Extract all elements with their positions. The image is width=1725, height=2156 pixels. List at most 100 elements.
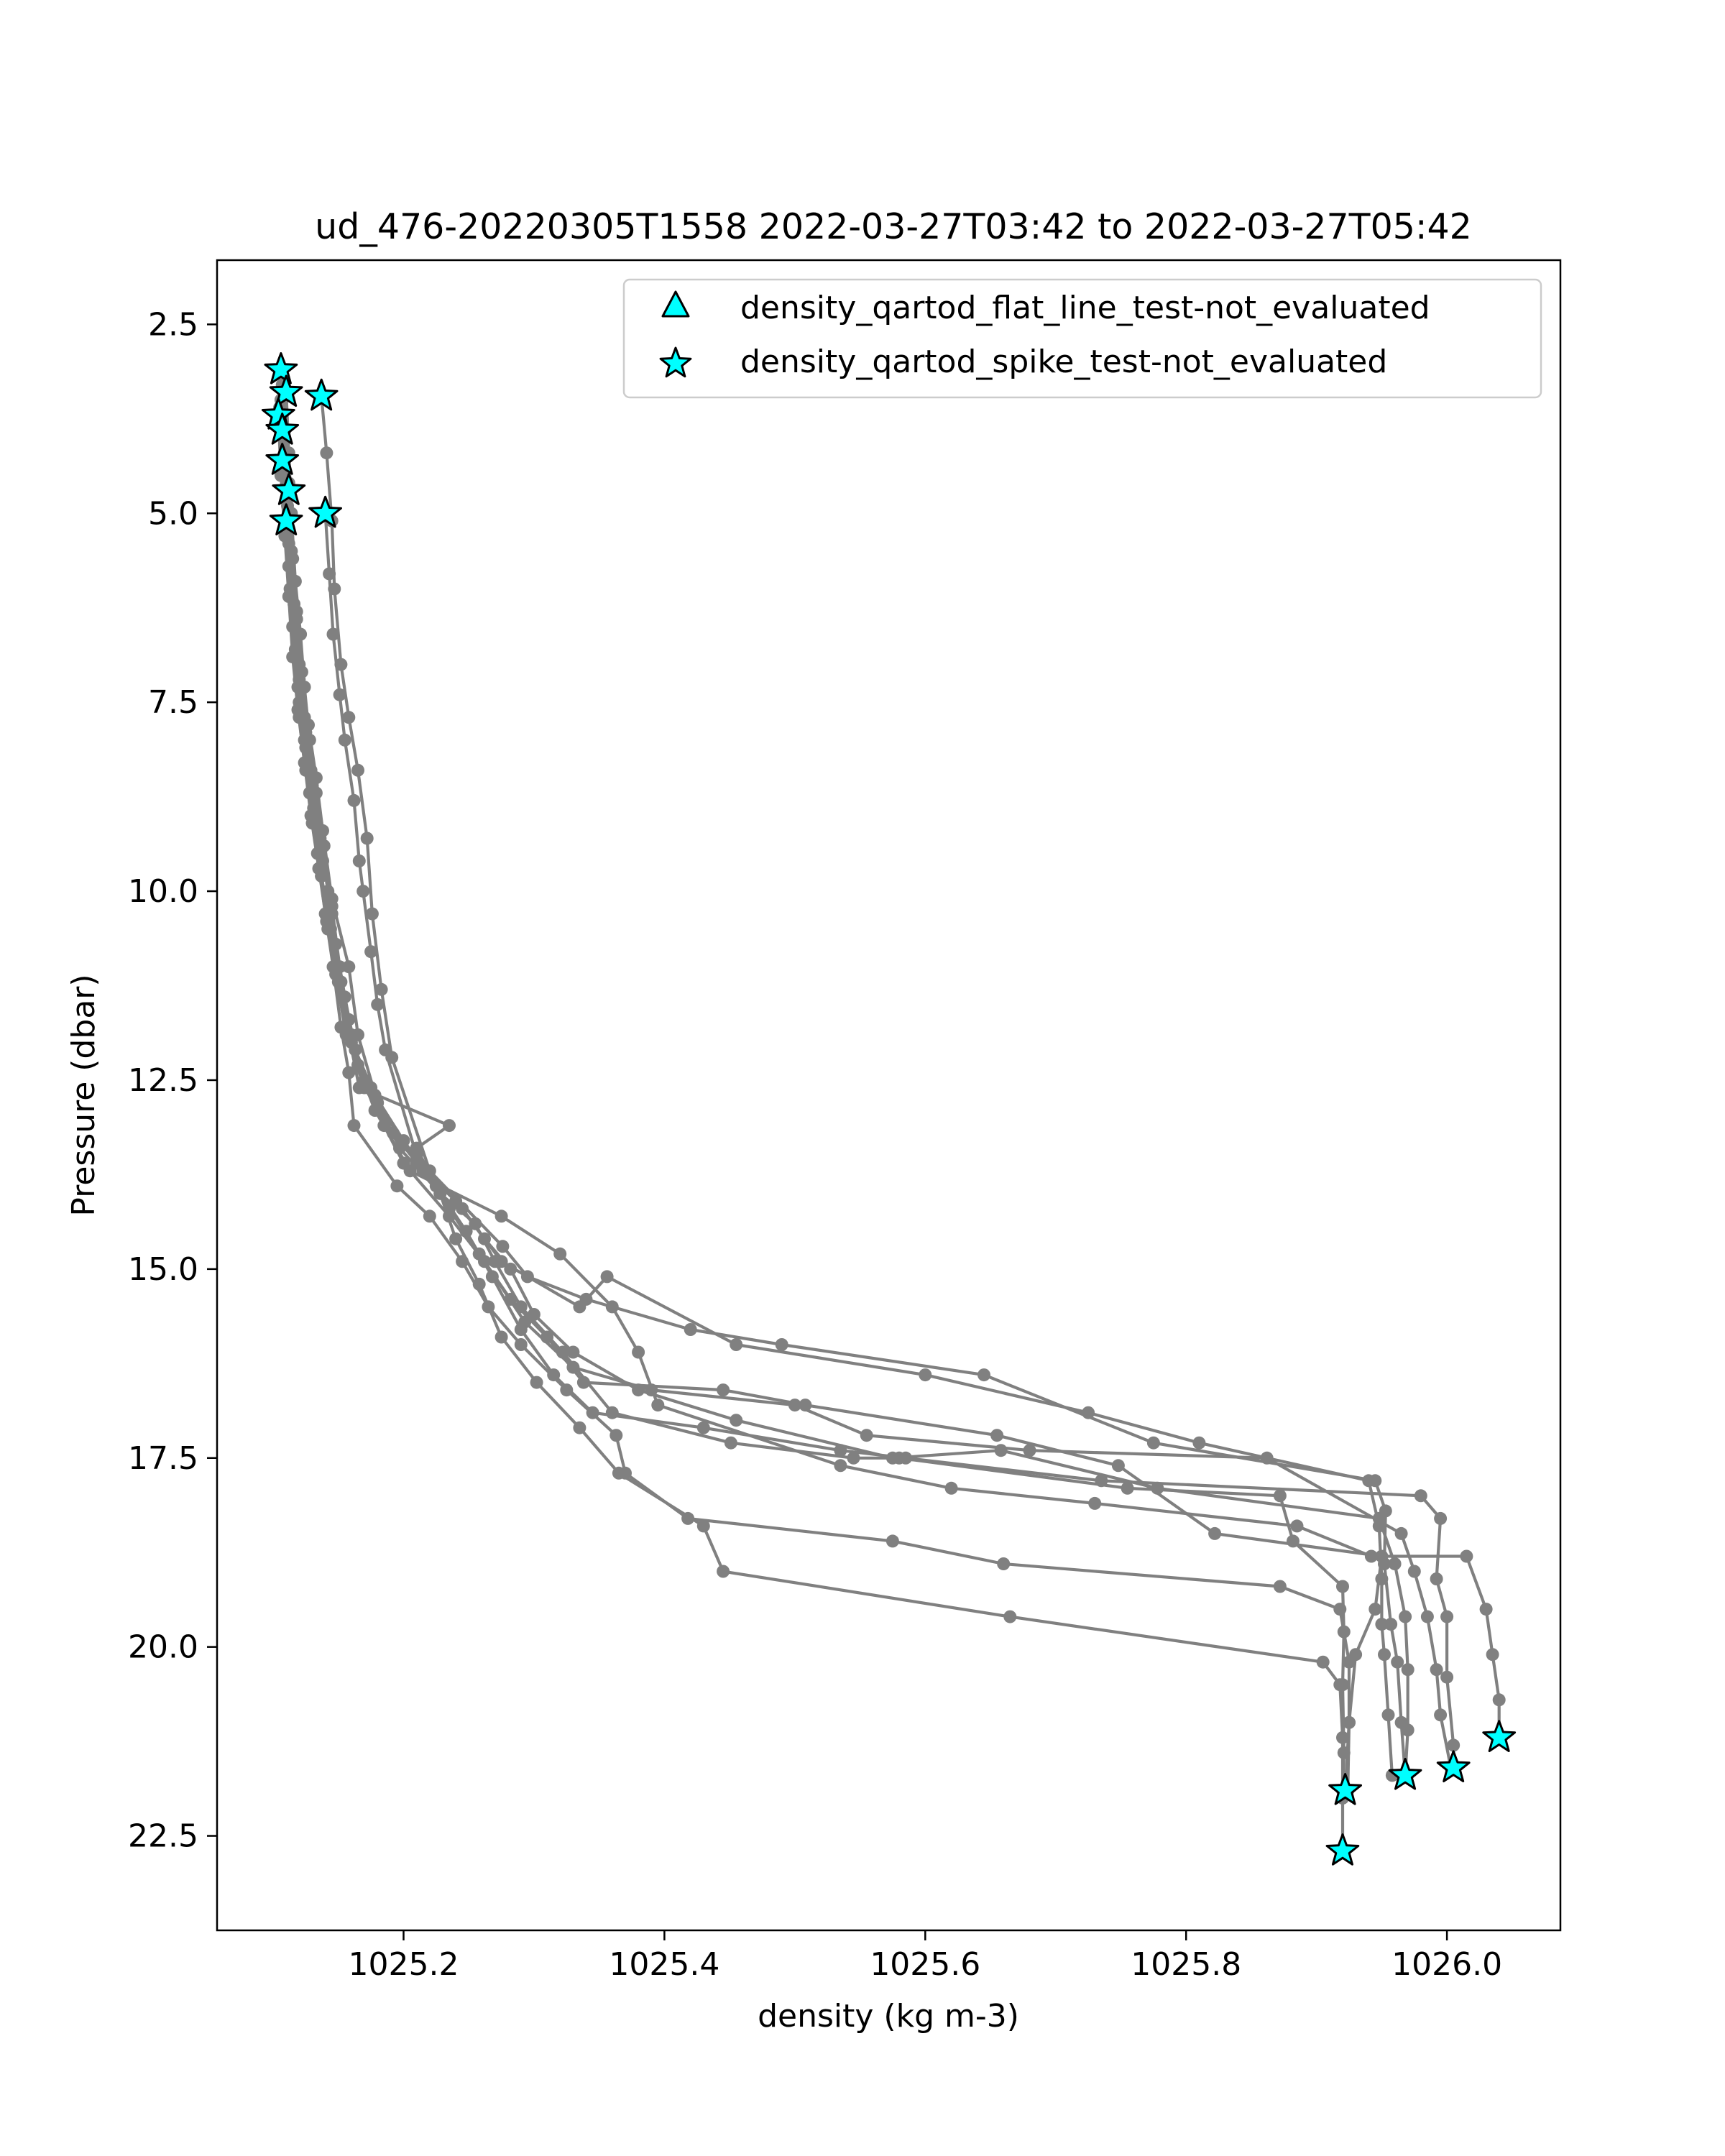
series-9-point-16 <box>449 1232 463 1245</box>
spike-test-star-marker-8 <box>269 503 303 535</box>
series-8-point-24 <box>997 1557 1011 1570</box>
series-5-point-24 <box>1434 1511 1448 1525</box>
series-1-point-3 <box>333 688 346 701</box>
series-5-point-17 <box>547 1368 561 1382</box>
y-tick-label: 22.5 <box>128 1818 198 1855</box>
series-6-point-19 <box>788 1399 801 1412</box>
series-9-point-8 <box>315 870 328 883</box>
series-1-point-24 <box>1378 1648 1391 1662</box>
series-7-point-25 <box>1460 1549 1473 1563</box>
series-7-point-21 <box>944 1481 958 1495</box>
series-8-point-25 <box>1273 1580 1287 1593</box>
series-1-point-2 <box>326 627 340 641</box>
series-3-line <box>285 392 1346 1791</box>
legend-triangle-marker <box>661 290 690 318</box>
series-8-point-12 <box>342 1066 356 1079</box>
series-8-point-28 <box>1343 1715 1356 1729</box>
series-9-point-2 <box>282 537 295 550</box>
spike-test-star-marker-13 <box>1325 1833 1360 1866</box>
series-7-point-28 <box>1492 1693 1506 1707</box>
x-tick-label: 1025.4 <box>609 1946 719 1983</box>
series-3-point-16 <box>488 1255 502 1268</box>
x-tick-label: 1026.0 <box>1392 1946 1502 1983</box>
spike-test-star-marker-9 <box>1482 1720 1517 1752</box>
spike-test-star-marker-2 <box>304 378 339 411</box>
series-9-point-20 <box>573 1421 586 1434</box>
legend-triangle-shape <box>661 290 690 318</box>
series-8-point-23 <box>886 1534 899 1548</box>
legend-label-spike: density_qartod_spike_test-not_evaluated <box>740 344 1387 380</box>
series-1-point-18 <box>1082 1406 1095 1419</box>
spike-test-star-marker-10 <box>1436 1750 1471 1782</box>
series-7-point-27 <box>1486 1648 1499 1662</box>
x-tick-label: 1025.6 <box>870 1946 980 1983</box>
series-8-point-18 <box>514 1338 528 1351</box>
series-2-point-26 <box>1399 1610 1412 1623</box>
legend: density_qartod_flat_line_test-not_evalua… <box>622 278 1542 399</box>
y-tick-label: 2.5 <box>148 306 198 343</box>
series-8-point-27 <box>1343 1655 1356 1669</box>
series-6-point-24 <box>1407 1565 1421 1578</box>
series-6-point-16 <box>518 1315 532 1329</box>
series-0-point-17 <box>978 1368 990 1382</box>
plot-area <box>261 352 1517 1866</box>
y-tick-label: 12.5 <box>128 1062 198 1099</box>
series-2-point-20 <box>730 1414 743 1427</box>
spike-test-star-marker-12 <box>1328 1773 1362 1805</box>
series-8-point-19 <box>560 1383 574 1397</box>
series-3-point-23 <box>1121 1481 1134 1495</box>
series-9-point-27 <box>1336 1731 1349 1744</box>
series-7-point-15 <box>494 1210 508 1223</box>
series-1-point-9 <box>371 998 385 1011</box>
plot-frame <box>216 259 1562 1932</box>
series-4-point-22 <box>990 1429 1004 1442</box>
series-9-point-14 <box>410 1141 423 1155</box>
series-9-point-13 <box>443 1119 456 1133</box>
y-tick-label: 7.5 <box>148 684 198 721</box>
series-2-point-16 <box>504 1262 518 1276</box>
series-0-point-15 <box>684 1323 697 1336</box>
legend-star-shape <box>659 346 692 378</box>
series-7-point-22 <box>1088 1496 1102 1510</box>
series-0-point-22 <box>1384 1618 1398 1631</box>
series-1-point-19 <box>1192 1436 1206 1450</box>
series-8-point-3 <box>282 559 295 573</box>
series-6-line <box>282 460 1453 1769</box>
series-6-point-17 <box>566 1360 580 1374</box>
series-2-point-10 <box>342 960 356 974</box>
y-tick-label: 20.0 <box>128 1629 198 1666</box>
x-axis-label: density (kg m-3) <box>758 1998 1019 2035</box>
series-9-point-15 <box>433 1187 447 1200</box>
series-0-point-5 <box>342 711 356 724</box>
series-1-point-14 <box>573 1300 586 1314</box>
x-tick-label: 1025.8 <box>1131 1946 1241 1983</box>
series-7-point-19 <box>651 1399 665 1412</box>
series-9-point-6 <box>304 763 318 777</box>
series-7-point-18 <box>632 1345 645 1359</box>
series-9-point-18 <box>494 1330 508 1344</box>
series-4-point-26 <box>1368 1603 1382 1616</box>
series-7-point-26 <box>1479 1603 1493 1616</box>
legend-star-marker <box>659 346 692 378</box>
series-4-point-20 <box>717 1383 730 1397</box>
series-2-point-28 <box>1401 1723 1414 1737</box>
series-5-point-19 <box>696 1421 710 1434</box>
series-6-point-22 <box>1260 1451 1274 1465</box>
series-2-line <box>279 369 1409 1776</box>
series-5-point-23 <box>1414 1489 1427 1503</box>
spike-test-star-marker-7 <box>308 495 342 528</box>
series-5-point-25 <box>1430 1572 1443 1585</box>
series-5-point-27 <box>1440 1670 1454 1684</box>
series-0-point-18 <box>1146 1436 1160 1450</box>
series-6-point-26 <box>1430 1663 1443 1677</box>
series-9-point-23 <box>717 1565 730 1578</box>
series-0-point-23 <box>1391 1655 1404 1669</box>
series-7-point-20 <box>834 1459 847 1473</box>
series-0-point-7 <box>360 831 374 845</box>
series-1-point-20 <box>1362 1474 1376 1488</box>
series-9-point-3 <box>288 597 301 611</box>
series-3-point-21 <box>847 1451 860 1465</box>
series-4-line <box>277 415 1384 1791</box>
series-9-point-21 <box>612 1466 625 1480</box>
